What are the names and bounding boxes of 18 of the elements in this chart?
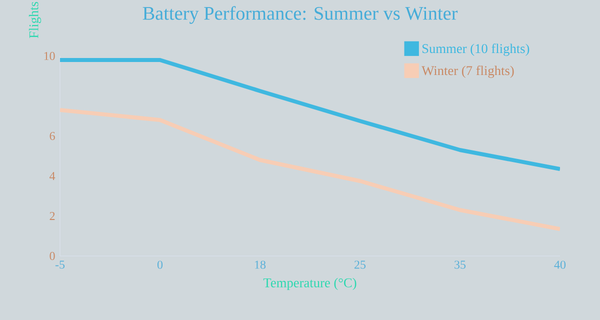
line-series bbox=[60, 108, 560, 231]
x-tick-label: 40 bbox=[554, 260, 566, 269]
x-tick-label: 0 bbox=[157, 260, 163, 269]
x-axis-title: Temperature (°C) bbox=[263, 278, 356, 290]
y-tick-label: 10 bbox=[44, 52, 55, 60]
legend-label: Summer (10 flights) bbox=[422, 44, 530, 56]
line-series bbox=[60, 58, 560, 171]
x-tick-label: 25 bbox=[354, 260, 366, 269]
legend-label: Winter (7 flights) bbox=[422, 66, 514, 78]
y-tick-label: 0 bbox=[50, 252, 55, 260]
y-tick-label: 4 bbox=[50, 172, 56, 180]
y-axis-title: Flights bbox=[28, 2, 42, 38]
chart-title: Battery Performance: Summer vs Winter bbox=[142, 6, 458, 24]
x-tick-label: 18 bbox=[255, 260, 266, 269]
y-tick-label: 2 bbox=[50, 212, 55, 220]
x-tick-label: 35 bbox=[454, 260, 466, 269]
y-tick-label: 6 bbox=[50, 132, 55, 140]
x-tick-label: -5 bbox=[55, 260, 65, 269]
